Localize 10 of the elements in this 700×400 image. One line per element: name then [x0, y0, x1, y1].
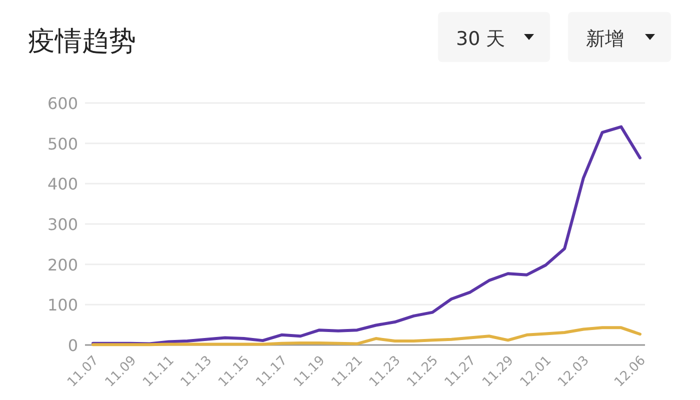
y-tick-label: 400 — [47, 174, 78, 194]
y-tick-label: 500 — [47, 134, 78, 154]
chart-title: 疫情趋势 — [28, 26, 136, 57]
y-tick-label: 600 — [47, 94, 78, 113]
y-tick-label: 300 — [47, 215, 78, 234]
y-tick-label: 0 — [68, 336, 78, 355]
y-tick-label: 100 — [47, 296, 78, 315]
line-series — [92, 326, 642, 346]
line-series — [92, 125, 642, 346]
y-tick-label: 200 — [47, 255, 78, 274]
